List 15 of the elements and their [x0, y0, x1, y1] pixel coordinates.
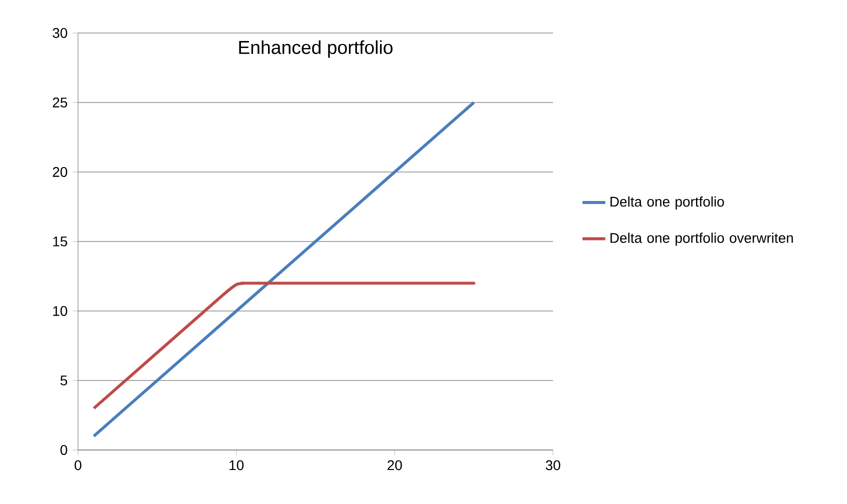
x-tick-label: 30: [546, 460, 560, 470]
y-tick-label: 0: [60, 445, 68, 455]
y-tick-label: 15: [53, 236, 68, 246]
legend-label: Delta one portfolio overwriten: [610, 232, 793, 246]
line-series: [92, 282, 476, 410]
y-tick-label: 30: [52, 28, 68, 38]
y-tick-label: 5: [60, 376, 68, 386]
x-tick-label: 10: [230, 460, 244, 470]
y-tick-label: 20: [52, 167, 68, 177]
y-tick-label: 25: [52, 98, 68, 108]
x-tick-label: 0: [74, 460, 82, 470]
chart-title: Enhanced portfolio: [239, 40, 393, 58]
legend-label: Delta one portfolio: [610, 196, 724, 210]
x-tick-label: 20: [388, 460, 402, 470]
y-tick-label: 10: [53, 306, 68, 316]
